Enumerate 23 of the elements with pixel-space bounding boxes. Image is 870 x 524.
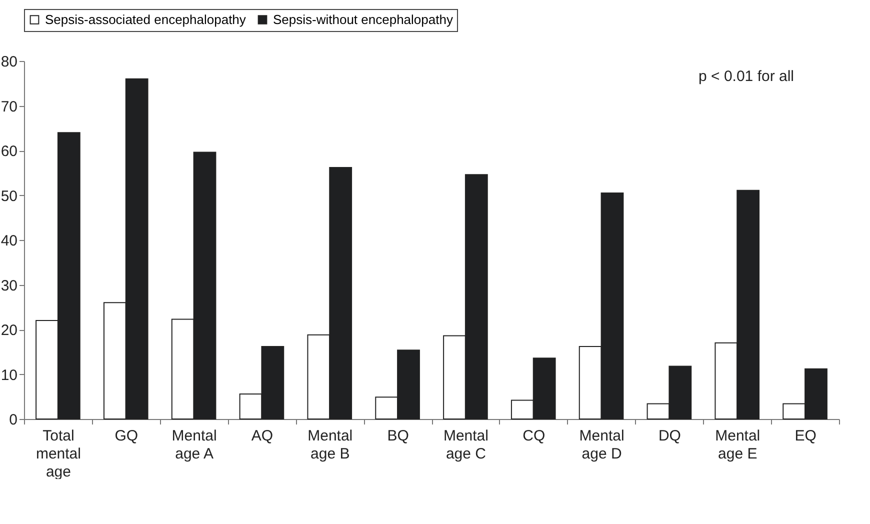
y-tick-label: 30	[0, 277, 18, 294]
x-tick-label: Mental age E	[715, 428, 760, 462]
y-tick-label: 10	[0, 366, 18, 384]
x-tick-label: DQ	[658, 428, 681, 444]
legend-label: Sepsis-without encephalopathy	[273, 12, 454, 27]
x-tick-label: Mental age C	[443, 428, 488, 462]
y-tick-label: 0	[9, 412, 18, 428]
x-tick-label: BQ	[387, 428, 409, 444]
legend-label: Sepsis-associated encephalopathy	[45, 12, 246, 27]
y-tick-label: 20	[0, 322, 18, 339]
x-tick-label: CQ	[522, 428, 546, 444]
x-tick-label: Mental age D	[579, 428, 624, 462]
y-tick-label: 70	[0, 98, 18, 116]
x-tick-label: Mental age A	[172, 428, 217, 462]
x-tick-label: GQ	[114, 428, 138, 444]
y-tick-label: 40	[0, 232, 18, 250]
x-tick-label: EQ	[794, 428, 816, 444]
annotation: p < 0.01 for all	[698, 68, 794, 85]
y-tick-label: 80	[0, 54, 18, 70]
y-tick-label: 60	[0, 143, 18, 160]
x-tick-label: Mental age B	[308, 428, 353, 462]
x-tick-label: AQ	[251, 428, 274, 444]
y-tick-label: 50	[0, 188, 18, 205]
